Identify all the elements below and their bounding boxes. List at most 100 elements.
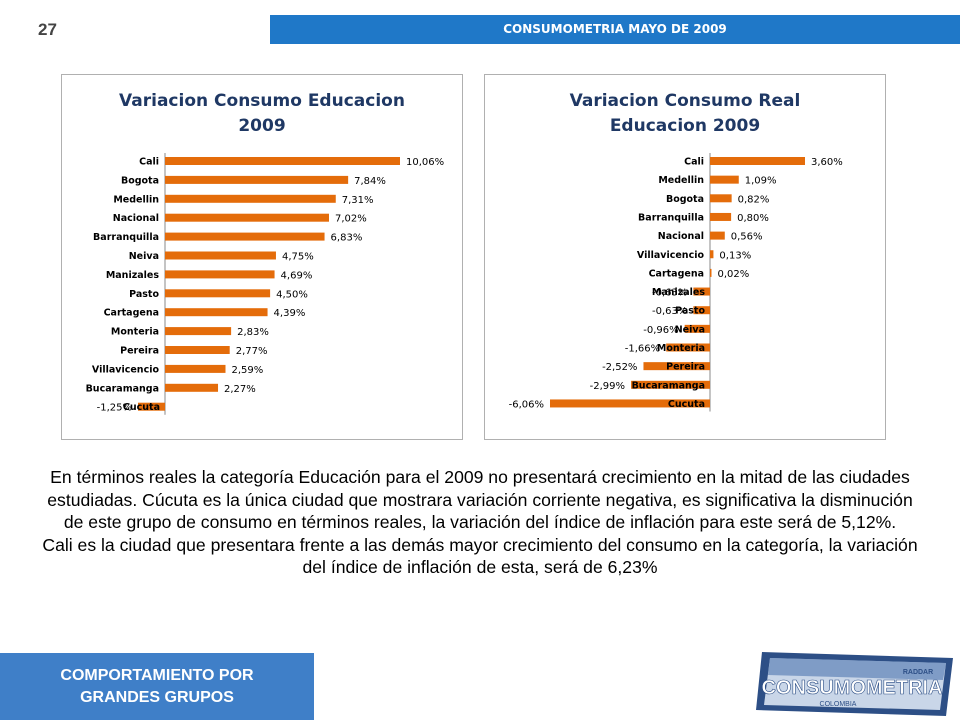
bar: [693, 287, 710, 296]
consumometria-logo: CONSUMOMETRIA COLOMBIA RADDAR: [756, 652, 953, 716]
bar-chart-svg: Cali 3,60% Medellin 1,09% Bogota 0,82% Barranq…: [509, 153, 843, 412]
category-label: Cali: [139, 157, 159, 168]
data-label: 2,83%: [237, 327, 269, 338]
chart-title-line1: Variacion Consumo Educacion: [119, 91, 405, 111]
category-label: Cucuta: [668, 399, 705, 410]
data-label: -1,66%: [625, 344, 660, 355]
data-label: 7,84%: [354, 176, 386, 187]
data-label: 2,77%: [236, 346, 268, 357]
data-label: -0,63%: [652, 288, 687, 299]
bar: [666, 343, 710, 352]
bar: [165, 251, 276, 260]
bar: [165, 232, 325, 241]
data-label: 2,27%: [224, 384, 256, 395]
bar: [710, 175, 739, 184]
category-label: Monteria: [657, 343, 705, 354]
category-label: Medellin: [658, 175, 704, 186]
category-label: Pereira: [666, 362, 705, 373]
category-label: Bucaramanga: [632, 380, 705, 391]
data-label: 1,09%: [745, 176, 777, 187]
analysis-text: En términos reales la categoría Educació…: [40, 466, 920, 579]
data-label: -1,25%: [97, 403, 132, 414]
bar: [165, 175, 349, 184]
bar: [165, 213, 329, 222]
bar: [165, 346, 230, 354]
category-label: Nacional: [658, 231, 704, 242]
bar: [710, 250, 714, 259]
page-number: 27: [38, 20, 57, 39]
category-label: Nacional: [113, 213, 159, 224]
category-label: Cali: [684, 157, 704, 168]
data-label: 4,50%: [276, 289, 308, 300]
category-label: Pereira: [120, 346, 159, 357]
data-label: 2,59%: [232, 365, 264, 376]
bar-chart-svg: Cali 10,06% Bogota 7,84% Medellin 7,31% Nacion…: [86, 153, 444, 415]
section-label-line1: COMPORTAMIENTO POR: [60, 666, 254, 684]
data-label: -6,06%: [509, 399, 544, 410]
data-label: 10,06%: [406, 157, 444, 168]
bar: [550, 399, 710, 408]
bar: [138, 402, 165, 411]
data-label: 0,80%: [737, 213, 769, 224]
category-label: Bogota: [666, 194, 704, 205]
bar: [643, 362, 710, 371]
category-label: Monteria: [111, 327, 159, 338]
bar: [165, 157, 400, 165]
category-label: Barranquilla: [638, 212, 704, 223]
category-label: Medellin: [113, 194, 159, 205]
section-label: COMPORTAMIENTO POR GRANDES GRUPOS: [0, 653, 314, 720]
category-label: Cartagena: [104, 308, 159, 319]
bar: [631, 380, 710, 389]
category-label: Pasto: [129, 289, 159, 300]
section-label-line2: GRANDES GRUPOS: [80, 688, 234, 706]
chart-title-line2: 2009: [238, 116, 286, 136]
bar: [165, 270, 275, 279]
bar: [693, 306, 710, 315]
bar: [710, 212, 732, 221]
data-label: 4,69%: [281, 270, 313, 281]
data-label: 0,13%: [719, 250, 751, 261]
category-label: Bucaramanga: [86, 383, 159, 394]
bar: [710, 157, 805, 165]
data-label: -2,52%: [602, 362, 637, 373]
data-label: -0,96%: [643, 325, 678, 336]
logo-text: CONSUMOMETRIA: [761, 677, 942, 699]
bar: [165, 308, 268, 317]
analysis-paragraph-2: Cali es la ciudad que presentara frente …: [42, 534, 918, 578]
chart-title-line2: Educacion 2009: [609, 116, 761, 136]
data-label: 7,31%: [342, 195, 374, 206]
bar: [165, 383, 219, 392]
data-label: 0,02%: [718, 269, 750, 280]
category-label: Manizales: [106, 270, 160, 281]
category-label: Cartagena: [649, 268, 704, 279]
data-label: 6,83%: [331, 233, 363, 244]
data-label: -0,63%: [652, 306, 687, 317]
data-label: 4,39%: [274, 308, 306, 319]
category-label: Villavicencio: [637, 250, 705, 261]
data-label: 0,82%: [738, 194, 770, 205]
analysis-paragraph-1: En términos reales la categoría Educació…: [47, 467, 913, 532]
bar: [165, 327, 232, 336]
bar: [710, 268, 712, 277]
bar: [710, 231, 725, 240]
bar: [710, 194, 732, 203]
data-label: 7,02%: [335, 214, 367, 225]
data-label: 3,60%: [811, 157, 843, 168]
data-label: 0,56%: [731, 232, 763, 243]
logo-badge: RADDAR: [903, 669, 933, 676]
logo-subtext: COLOMBIA: [820, 701, 857, 708]
data-label: -2,99%: [590, 381, 625, 392]
category-label: Cucuta: [123, 402, 160, 413]
chart-consumo-real-educacion: Variacion Consumo Real Educacion 2009 Ca…: [484, 74, 886, 440]
category-label: Neiva: [675, 324, 705, 335]
chart-title-line1: Variacion Consumo Real: [569, 91, 801, 111]
category-label: Barranquilla: [93, 232, 159, 243]
category-label: Manizales: [652, 287, 706, 298]
category-label: Villavicencio: [92, 364, 160, 375]
category-label: Pasto: [675, 306, 705, 317]
bar: [684, 324, 710, 333]
data-label: 4,75%: [282, 252, 314, 263]
header-banner: CONSUMOMETRIA MAYO DE 2009: [270, 15, 960, 44]
bar: [165, 289, 271, 298]
category-label: Neiva: [129, 251, 159, 262]
